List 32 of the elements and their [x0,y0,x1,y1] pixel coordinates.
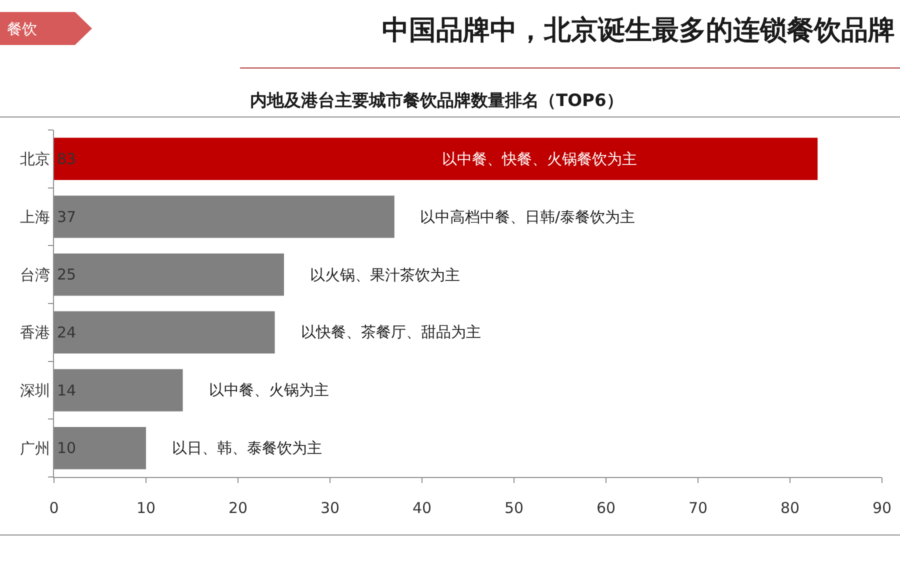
data-label: 24 [57,323,76,342]
data-label: 83 [57,150,76,168]
bar [54,138,818,180]
y-tick-label: 上海 [20,208,50,226]
x-tick-label: 70 [688,499,708,517]
annotation: 以快餐、茶餐厅、甜品为主 [301,323,481,341]
annotation: 以中餐、火锅为主 [209,381,329,399]
x-tick-label: 80 [780,499,800,517]
data-label: 10 [57,439,76,458]
data-label: 25 [57,266,76,284]
x-tick-label: 50 [504,499,524,517]
annotation: 以日、韩、泰餐饮为主 [172,439,322,457]
x-tick-label: 60 [596,499,616,517]
y-tick-label: 北京 [20,150,50,168]
y-tick-label: 香港 [20,324,50,342]
text: 餐饮 [7,20,37,38]
x-tick-label: 40 [412,499,432,517]
annotation: 以火锅、果汁茶饮为主 [310,266,460,284]
annotation: 以中餐、快餐、火锅餐饮为主 [442,150,637,168]
y-tick-label: 台湾 [20,266,50,284]
annotation: 以中高档中餐、日韩/泰餐饮为主 [420,208,636,226]
chart-subtitle: 内地及港台主要城市餐饮品牌数量排名（TOP6） [250,91,624,111]
y-tick-label: 深圳 [20,382,50,400]
x-tick-label: 90 [872,499,892,517]
data-label: 14 [57,381,76,400]
x-tick-label: 30 [320,499,340,517]
x-tick-label: 0 [49,499,59,517]
y-tick-label: 广州 [20,439,50,458]
data-label: 37 [57,208,76,226]
chart-title: 中国品牌中，北京诞生最多的连锁餐饮品牌 [382,15,895,46]
x-tick-label: 20 [228,499,248,517]
x-tick-label: 10 [136,499,156,517]
